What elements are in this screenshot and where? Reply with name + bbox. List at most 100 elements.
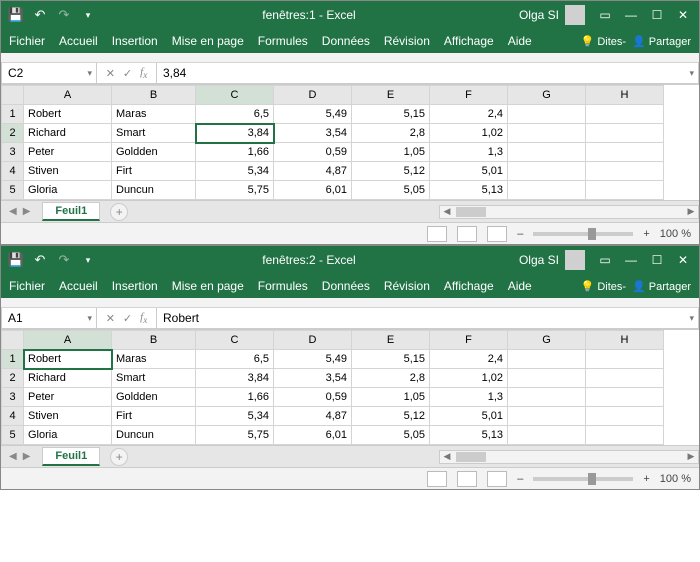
cell[interactable]: 6,5 [196, 350, 274, 369]
cell[interactable]: 1,05 [352, 388, 430, 407]
cell[interactable] [586, 181, 664, 200]
cell[interactable]: 1,3 [430, 143, 508, 162]
cell[interactable]: 3,84 [196, 124, 274, 143]
cell[interactable]: 5,13 [430, 181, 508, 200]
cell[interactable]: Gloria [24, 181, 112, 200]
cell[interactable] [508, 388, 586, 407]
col-header[interactable]: E [352, 331, 430, 350]
cell[interactable]: Duncun [112, 181, 196, 200]
cell[interactable] [508, 426, 586, 445]
cell[interactable]: 5,34 [196, 162, 274, 181]
cell[interactable] [586, 124, 664, 143]
cell[interactable]: 3,84 [196, 369, 274, 388]
cancel-icon[interactable]: ✕ [106, 312, 115, 325]
tab-nav-next-icon[interactable]: ▶ [23, 451, 31, 462]
page-layout-view-button[interactable] [457, 226, 477, 242]
share-button[interactable]: 👤 Partager [632, 35, 691, 48]
cell[interactable]: 1,05 [352, 143, 430, 162]
cell[interactable]: Firt [112, 407, 196, 426]
zoom-slider[interactable] [533, 477, 633, 481]
col-header[interactable]: H [586, 86, 664, 105]
zoom-out-button[interactable]: – [517, 228, 523, 240]
cell[interactable]: 1,02 [430, 369, 508, 388]
tell-me-icon[interactable]: 💡 Dites- [581, 35, 626, 48]
cell[interactable] [586, 350, 664, 369]
row-header[interactable]: 4 [2, 162, 24, 181]
row-header[interactable]: 5 [2, 426, 24, 445]
ribbon-tab[interactable]: Affichage [444, 34, 494, 48]
row-header[interactable]: 1 [2, 105, 24, 124]
qat-dropdown-icon[interactable]: ▾ [77, 249, 99, 271]
cell[interactable] [586, 162, 664, 181]
cell[interactable]: 0,59 [274, 143, 352, 162]
cell[interactable]: Smart [112, 124, 196, 143]
formula-input[interactable]: Robert▾ [157, 308, 699, 329]
cell[interactable] [508, 143, 586, 162]
cell[interactable]: Stiven [24, 162, 112, 181]
maximize-icon[interactable]: ☐ [645, 249, 669, 271]
col-header[interactable]: B [112, 331, 196, 350]
redo-icon[interactable]: ↷ [53, 249, 75, 271]
zoom-in-button[interactable]: + [643, 473, 649, 485]
cell[interactable]: Stiven [24, 407, 112, 426]
ribbon-tab[interactable]: Données [322, 34, 370, 48]
ribbon-tab[interactable]: Fichier [9, 34, 45, 48]
cell[interactable]: Robert [24, 350, 112, 369]
sheet-tab[interactable]: Feuil1 [42, 447, 100, 466]
cell[interactable] [508, 105, 586, 124]
col-header[interactable]: C [196, 86, 274, 105]
page-break-view-button[interactable] [487, 471, 507, 487]
tab-nav-prev-icon[interactable]: ◀ [9, 451, 17, 462]
cell[interactable]: 2,8 [352, 124, 430, 143]
cell[interactable]: Maras [112, 350, 196, 369]
zoom-out-button[interactable]: – [517, 473, 523, 485]
ribbon-tab[interactable]: Insertion [112, 34, 158, 48]
cell[interactable]: Peter [24, 143, 112, 162]
zoom-slider[interactable] [533, 232, 633, 236]
ribbon-tab[interactable]: Accueil [59, 279, 98, 293]
col-header[interactable]: B [112, 86, 196, 105]
zoom-level[interactable]: 100 % [660, 228, 691, 240]
ribbon-display-icon[interactable]: ▭ [593, 249, 617, 271]
row-header[interactable]: 2 [2, 124, 24, 143]
row-header[interactable]: 5 [2, 181, 24, 200]
maximize-icon[interactable]: ☐ [645, 4, 669, 26]
minimize-icon[interactable]: — [619, 249, 643, 271]
cell[interactable] [508, 407, 586, 426]
cell[interactable]: 5,75 [196, 181, 274, 200]
cell[interactable]: 5,15 [352, 350, 430, 369]
add-sheet-button[interactable]: + [110, 203, 128, 221]
tab-nav-next-icon[interactable]: ▶ [23, 206, 31, 217]
cell[interactable]: 5,49 [274, 350, 352, 369]
row-header[interactable]: 3 [2, 388, 24, 407]
col-header[interactable]: G [508, 86, 586, 105]
cell[interactable] [508, 124, 586, 143]
fx-icon[interactable]: fx [140, 66, 147, 80]
cell[interactable]: 2,4 [430, 350, 508, 369]
cell[interactable] [508, 369, 586, 388]
row-header[interactable]: 1 [2, 350, 24, 369]
cell[interactable]: 2,8 [352, 369, 430, 388]
cell[interactable]: 6,01 [274, 426, 352, 445]
cell[interactable]: Smart [112, 369, 196, 388]
cell[interactable]: Richard [24, 124, 112, 143]
cell[interactable] [586, 105, 664, 124]
save-icon[interactable]: 💾 [5, 249, 27, 271]
formula-input[interactable]: 3,84▾ [157, 63, 699, 84]
cell[interactable]: 5,49 [274, 105, 352, 124]
cancel-icon[interactable]: ✕ [106, 67, 115, 80]
ribbon-tab[interactable]: Aide [508, 279, 532, 293]
cell[interactable]: 5,12 [352, 162, 430, 181]
minimize-icon[interactable]: — [619, 4, 643, 26]
ribbon-tab[interactable]: Aide [508, 34, 532, 48]
cell[interactable]: 2,4 [430, 105, 508, 124]
name-box[interactable]: C2 [1, 63, 97, 84]
cell[interactable]: 3,54 [274, 124, 352, 143]
share-button[interactable]: 👤 Partager [632, 280, 691, 293]
cell[interactable]: Robert [24, 105, 112, 124]
cell[interactable]: 5,05 [352, 181, 430, 200]
cell[interactable]: 5,34 [196, 407, 274, 426]
col-header[interactable]: F [430, 331, 508, 350]
cell[interactable]: Peter [24, 388, 112, 407]
fx-icon[interactable]: fx [140, 311, 147, 325]
